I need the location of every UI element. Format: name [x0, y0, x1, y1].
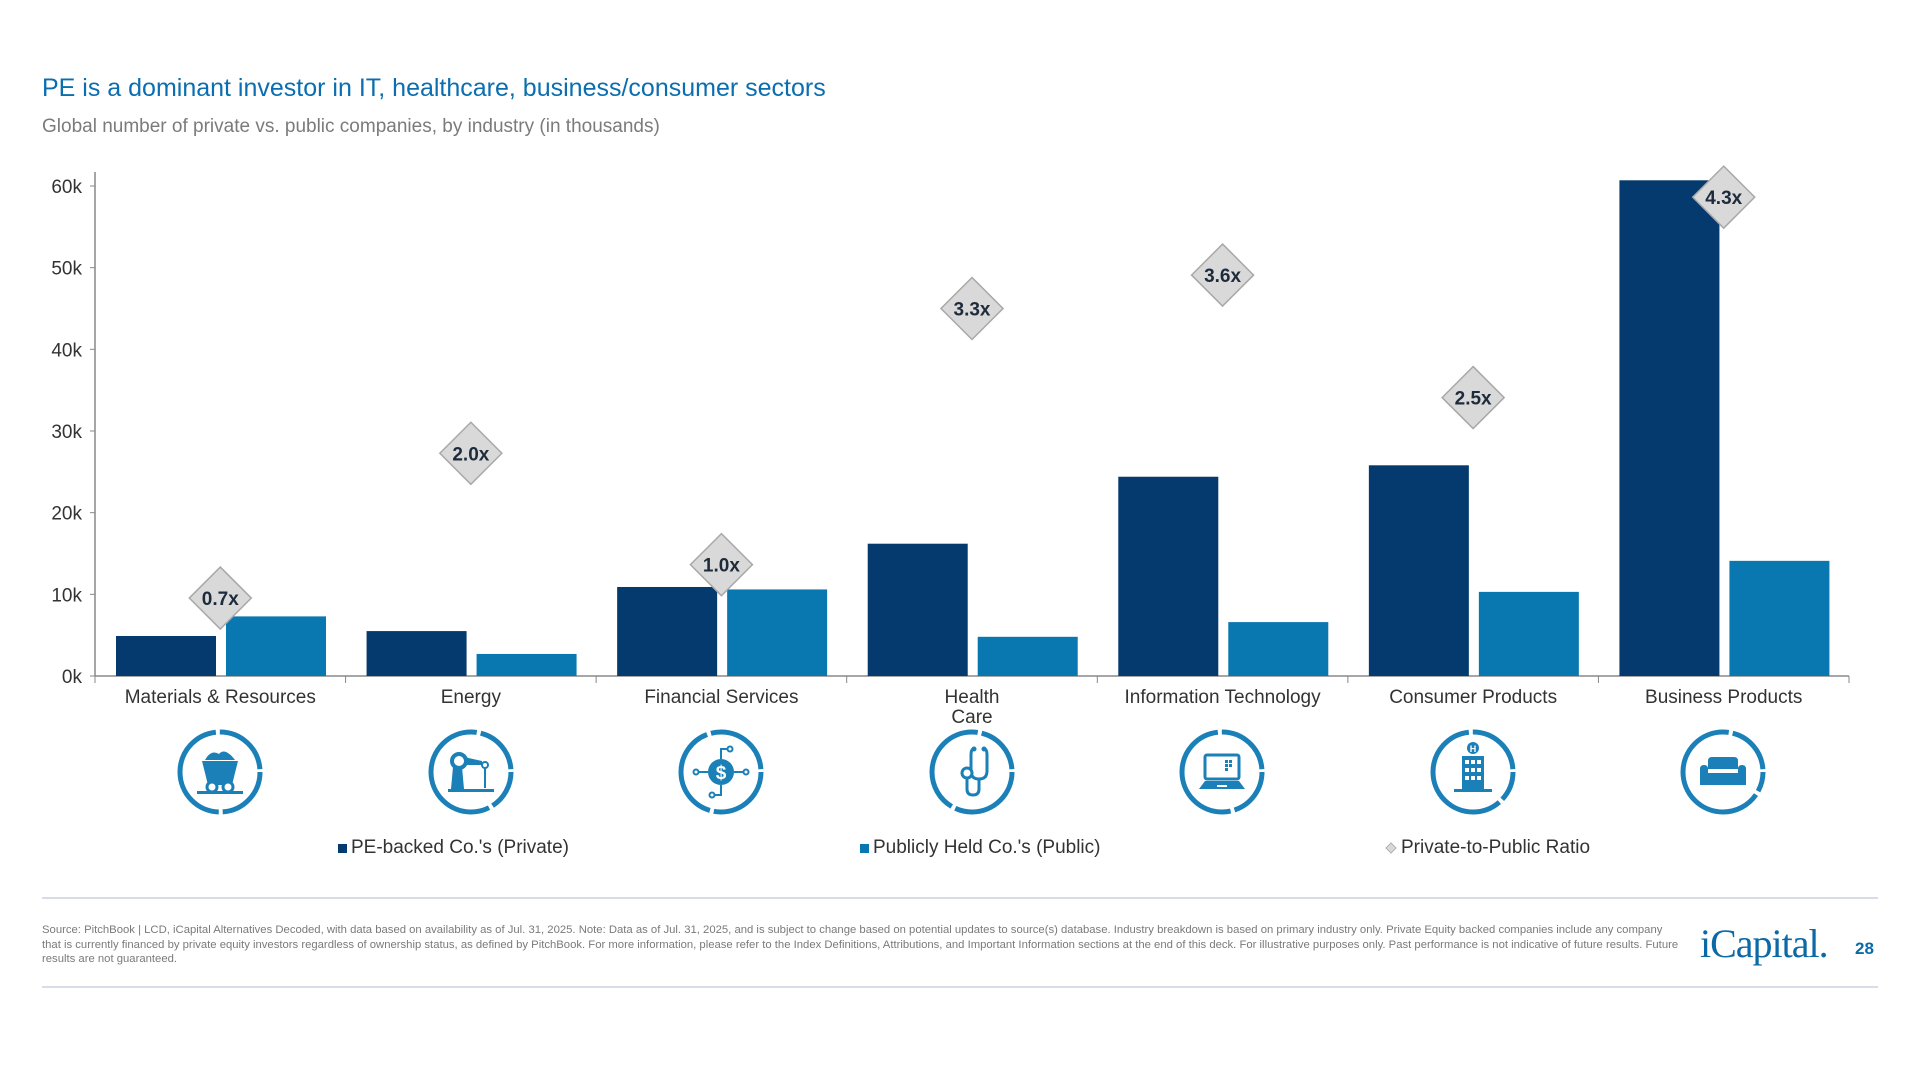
ratio-label: 2.5x: [1455, 389, 1492, 410]
laptop-icon: [1179, 729, 1265, 815]
chart-title: PE is a dominant investor in IT, healthc…: [42, 74, 826, 102]
bar-private: [1619, 180, 1720, 677]
bar-private: [366, 631, 467, 676]
ratio-marker: [1691, 165, 1756, 230]
ratio-marker: [939, 276, 1005, 341]
ratio-marker: [689, 532, 754, 597]
bar-private: [1368, 465, 1469, 676]
ratio-label: 1.0x: [703, 556, 740, 577]
bar-public: [226, 616, 326, 676]
svg-text:H: H: [1470, 744, 1477, 754]
ratio-marker: [1190, 243, 1255, 308]
source-note: Source: PitchBook | LCD, iCapital Altern…: [42, 924, 1679, 966]
bar-private: [867, 543, 968, 676]
ratio-label: 3.3x: [954, 300, 991, 321]
page-number: 28: [1855, 939, 1874, 958]
y-tick-label: 40k: [51, 340, 82, 361]
bar-public: [1478, 591, 1579, 676]
y-tick-label: 10k: [51, 585, 82, 606]
footer-divider-bottom: [42, 986, 1878, 988]
dollar-network-icon: $: [678, 729, 764, 815]
bar-public: [1729, 560, 1830, 676]
legend-square-private: [338, 843, 347, 853]
bar-private: [1118, 476, 1219, 676]
x-tick-label: Business Products: [1645, 687, 1802, 708]
bar-private: [617, 586, 718, 676]
ratio-marker: [188, 565, 253, 631]
legend-label: Private-to-Public Ratio: [1401, 837, 1591, 858]
mine-cart-icon: [177, 729, 263, 815]
y-tick-label: 50k: [51, 259, 82, 280]
legend-ratio: Private-to-Public Ratio: [1385, 837, 1591, 859]
stethoscope-icon: [929, 729, 1015, 815]
x-tick-label: Consumer Products: [1389, 687, 1557, 708]
sofa-icon: [1680, 729, 1766, 815]
x-tick-label: Energy: [441, 687, 502, 708]
ratio-marker: [1441, 365, 1506, 430]
bar-public: [476, 653, 577, 676]
bar-chart: 0k 10k 20k 30k 40k 50k 60k Materials & Resource…: [51, 165, 1850, 728]
x-tick-label: Materials & Resources: [125, 687, 316, 708]
legend-private: PE-backed Co.'s (Private): [338, 837, 569, 859]
legend-diamond-ratio: [1385, 842, 1397, 854]
ratio-label: 3.6x: [1204, 266, 1241, 287]
ratio-label: 4.3x: [1705, 188, 1742, 209]
bar-private: [116, 635, 216, 676]
y-tick-label: 0k: [62, 667, 83, 688]
bar-public: [977, 636, 1078, 676]
legend-public: Publicly Held Co.'s (Public): [860, 837, 1100, 859]
ratio-marker: [438, 421, 503, 486]
y-tick-label: 20k: [51, 504, 82, 525]
svg-text:$: $: [716, 763, 727, 784]
legend-label: PE-backed Co.'s (Private): [351, 837, 569, 858]
icapital-logo: iCapital.: [1700, 921, 1829, 966]
bar-public: [1228, 622, 1329, 676]
footer-divider-top: [42, 897, 1878, 899]
x-tick-label: Information Technology: [1125, 687, 1322, 708]
chart-subtitle: Global number of private vs. public comp…: [42, 116, 660, 137]
ratio-label: 2.0x: [452, 444, 489, 465]
legend-square-public: [860, 843, 869, 853]
ratio-label: 0.7x: [202, 589, 239, 610]
bar-public: [727, 589, 828, 676]
x-tick-label: Health Care: [945, 687, 1000, 728]
x-tick-label: Financial Services: [644, 687, 798, 708]
y-tick-label: 30k: [51, 422, 82, 443]
legend-label: Publicly Held Co.'s (Public): [873, 837, 1101, 858]
robot-arm-icon: [428, 729, 514, 815]
hospital-building-icon: H: [1430, 729, 1516, 815]
y-tick-label: 60k: [51, 177, 82, 198]
